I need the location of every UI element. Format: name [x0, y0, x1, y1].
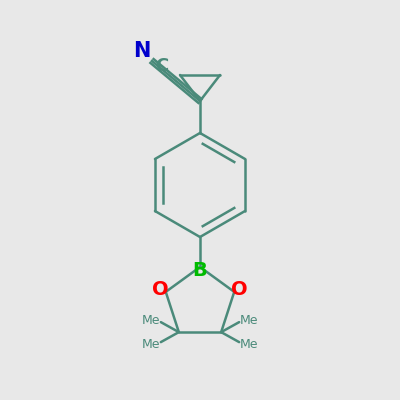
- Text: Me: Me: [142, 314, 160, 327]
- Text: Me: Me: [142, 338, 160, 351]
- Text: O: O: [231, 280, 248, 299]
- Text: O: O: [152, 280, 169, 299]
- Text: Me: Me: [240, 338, 258, 351]
- Text: N: N: [133, 41, 151, 61]
- Text: Me: Me: [240, 314, 258, 327]
- Text: C: C: [155, 57, 169, 75]
- Text: B: B: [193, 262, 207, 280]
